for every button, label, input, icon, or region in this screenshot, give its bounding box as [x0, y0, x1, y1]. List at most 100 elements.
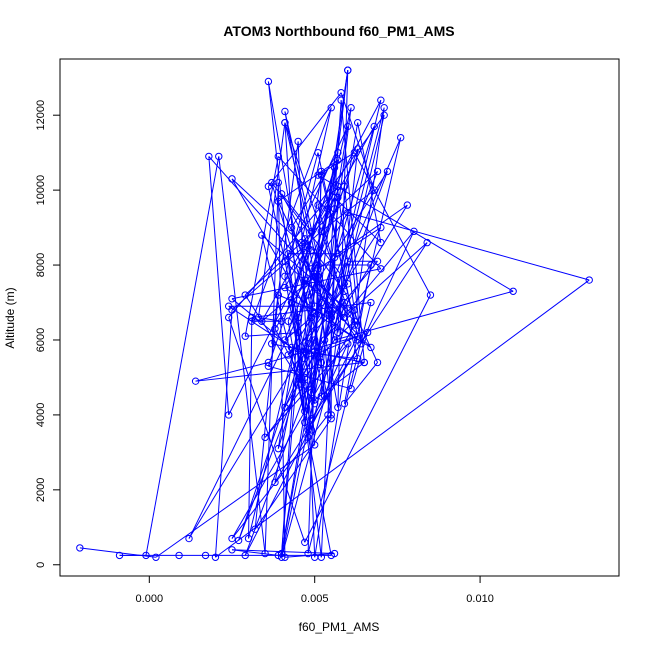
- data-point: [509, 287, 517, 295]
- data-point: [377, 223, 385, 232]
- data-point: [301, 276, 309, 284]
- data-point: [307, 414, 316, 423]
- data-point: [175, 551, 183, 560]
- y-tick-label: 6000: [35, 328, 47, 352]
- data-point: [380, 104, 388, 112]
- data-point: [301, 418, 309, 427]
- data-point: [317, 167, 326, 176]
- x-tick-label: 0.000: [136, 593, 164, 605]
- data-point: [281, 272, 289, 280]
- y-tick-label: 0: [35, 562, 47, 568]
- data-point: [353, 118, 362, 127]
- data-point: [350, 321, 359, 329]
- series-segment: [284, 208, 329, 288]
- data-point: [304, 433, 312, 442]
- x-tick-label: 0.005: [301, 593, 329, 605]
- data-point: [241, 332, 249, 340]
- series-segment: [284, 553, 335, 558]
- series-segment: [267, 92, 342, 187]
- data-point: [310, 553, 319, 561]
- data-point: [380, 111, 388, 119]
- y-tick-label: 12000: [35, 100, 47, 131]
- data-point: [294, 313, 302, 322]
- data-point: [373, 358, 382, 367]
- series-segment: [353, 107, 385, 322]
- data-point: [287, 223, 296, 232]
- data-point: [301, 373, 309, 382]
- data-point: [307, 426, 316, 434]
- data-point: [211, 553, 220, 561]
- data-point: [258, 231, 266, 239]
- y-axis: 0 2000 4000 6000 8000 10000 12000: [35, 100, 60, 568]
- data-point: [337, 96, 345, 104]
- data-point: [304, 549, 312, 558]
- series-segment: [215, 279, 590, 558]
- data-point: [340, 287, 349, 295]
- data-point: [367, 298, 375, 307]
- series-segment: [307, 107, 352, 438]
- data-point: [115, 551, 124, 560]
- series-segment: [264, 384, 306, 438]
- data-point: [310, 302, 319, 310]
- series-segment: [284, 111, 332, 318]
- series-segment: [208, 156, 230, 415]
- data-point: [310, 336, 319, 344]
- data-point: [258, 317, 266, 325]
- data-point: [314, 148, 322, 157]
- series-segment: [340, 92, 375, 191]
- data-point: [340, 399, 349, 408]
- data-point: [307, 246, 316, 254]
- series-segment: [271, 182, 349, 285]
- y-axis-label: Altitude (m): [3, 287, 17, 348]
- series-segment: [291, 152, 339, 228]
- data-point: [344, 66, 352, 74]
- data-point: [301, 242, 309, 251]
- data-point: [317, 392, 326, 400]
- data-point: [317, 171, 326, 179]
- series-segment: [360, 231, 415, 344]
- data-point: [271, 478, 279, 487]
- data-point: [334, 156, 342, 164]
- data-point: [277, 190, 286, 198]
- data-point: [344, 340, 352, 348]
- data-point: [281, 403, 289, 412]
- data-point: [330, 336, 339, 344]
- data-point: [353, 355, 362, 363]
- series-segment: [317, 174, 514, 292]
- data-point: [185, 534, 193, 543]
- data-point: [251, 525, 259, 533]
- series-segment: [254, 294, 279, 530]
- data-point: [377, 238, 385, 247]
- data-point: [301, 280, 309, 288]
- data-point: [264, 362, 273, 370]
- data-point: [244, 534, 253, 543]
- data-point: [301, 235, 309, 243]
- data-point: [310, 441, 319, 449]
- data-point: [284, 351, 292, 359]
- series-segment: [264, 182, 279, 554]
- data-point: [403, 201, 412, 209]
- data-point: [291, 347, 299, 355]
- data-point: [334, 328, 342, 337]
- series-lines: [79, 70, 590, 558]
- series-segment: [231, 414, 329, 539]
- series-segment: [231, 549, 279, 556]
- x-axis: 0.000 0.005 0.010: [136, 575, 494, 605]
- data-point: [304, 340, 312, 348]
- data-point: [314, 343, 322, 352]
- data-point: [327, 313, 335, 322]
- data-point: [423, 238, 431, 247]
- data-point: [201, 551, 210, 560]
- data-point: [228, 306, 236, 314]
- series-segment: [310, 115, 385, 431]
- data-point: [396, 133, 405, 142]
- data-point: [274, 551, 283, 560]
- data-point: [224, 411, 233, 419]
- data-point: [314, 201, 322, 209]
- data-point: [274, 197, 283, 206]
- series-points: [76, 66, 593, 561]
- data-point: [297, 373, 306, 382]
- data-point: [373, 167, 382, 176]
- series-segment: [277, 182, 286, 558]
